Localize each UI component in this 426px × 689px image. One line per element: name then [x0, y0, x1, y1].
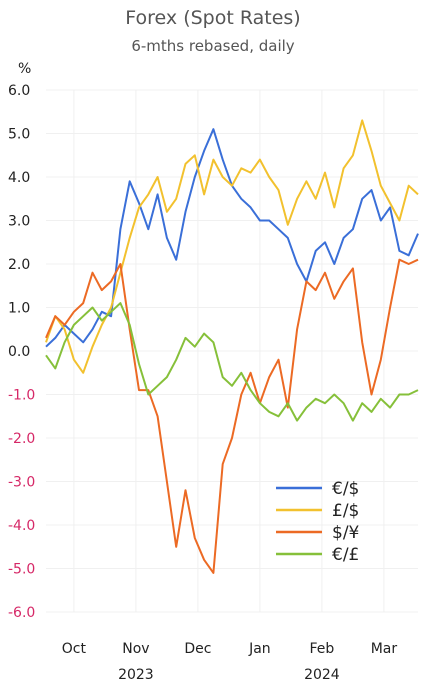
- x-tick-label: Nov: [122, 641, 149, 657]
- y-tick-label: 2.0: [8, 257, 30, 273]
- legend: €/$£/$$/¥€/£: [276, 479, 360, 565]
- y-tick-label: 1.0: [8, 301, 30, 317]
- legend-label: $/¥: [332, 523, 360, 543]
- x-tick-label: Oct: [62, 641, 87, 657]
- x-year-label: 2024: [304, 667, 340, 683]
- y-axis-unit: %: [18, 61, 31, 77]
- legend-label: €/£: [332, 545, 359, 565]
- y-tick-label: -3.0: [8, 475, 35, 491]
- gridlines: [46, 89, 418, 613]
- y-tick-label: 5.0: [8, 127, 30, 143]
- series-line: [45, 119, 419, 374]
- legend-label: £/$: [332, 501, 359, 521]
- y-tick-label: 3.0: [8, 214, 30, 230]
- x-year-label: 2023: [118, 667, 154, 683]
- x-tick-label: Dec: [184, 641, 211, 657]
- series-line: [45, 128, 419, 348]
- y-axis-ticks: 6.0 5.0 4.0 3.0 2.0 1.0 0.0 -1.0 -2.0 -3.0 -4.0 -5.…: [8, 83, 35, 621]
- y-tick-label: 6.0: [8, 83, 30, 99]
- x-tick-label: Mar: [371, 641, 398, 657]
- y-tick-label: 0.0: [8, 344, 30, 360]
- chart-subtitle: 6-mths rebased, daily: [131, 37, 294, 55]
- x-axis-ticks: Oct Nov Dec Jan Feb Mar 2023 2024: [62, 641, 398, 683]
- legend-label: €/$: [332, 479, 359, 499]
- series-line: [45, 302, 419, 422]
- y-tick-label: -2.0: [8, 431, 35, 447]
- x-tick-label: Feb: [310, 641, 335, 657]
- y-tick-label: 4.0: [8, 170, 30, 186]
- series-lines: [45, 119, 419, 574]
- y-tick-label: -1.0: [8, 388, 35, 404]
- series-line: [45, 258, 419, 574]
- y-tick-label: -4.0: [8, 518, 35, 534]
- y-tick-label: -6.0: [8, 605, 35, 621]
- y-tick-label: -5.0: [8, 562, 35, 578]
- chart-title: Forex (Spot Rates): [125, 7, 300, 29]
- x-tick-label: Jan: [248, 641, 271, 657]
